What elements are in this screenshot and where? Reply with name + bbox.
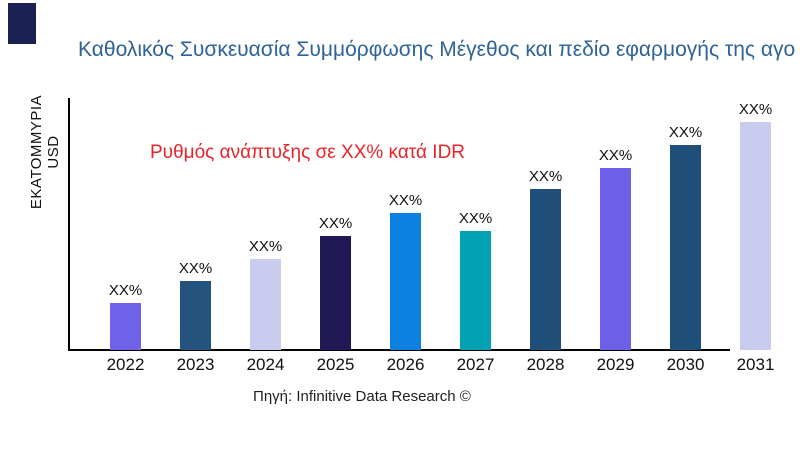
x-tick-label-2025: 2025 xyxy=(316,355,355,374)
bar-2031 xyxy=(740,122,771,350)
bar-2029 xyxy=(600,168,631,350)
bar-2022 xyxy=(110,303,141,350)
x-tick-label-2028: 2028 xyxy=(526,355,565,374)
bar-value-label-2029: XX% xyxy=(598,147,633,164)
x-tick-label-2026: 2026 xyxy=(386,355,425,374)
bar-2030 xyxy=(670,145,701,350)
bar-2028 xyxy=(530,189,561,350)
y-axis-line xyxy=(68,98,70,350)
chart-title: Καθολικός Συσκευασία Συμμόρφωσης Μέγεθος… xyxy=(78,38,796,61)
bar-value-label-2026: XX% xyxy=(388,192,423,209)
x-tick-label-2030: 2030 xyxy=(666,355,705,374)
bar-value-label-2028: XX% xyxy=(528,168,563,185)
bar-2024 xyxy=(250,259,281,350)
x-tick-label-2022: 2022 xyxy=(106,355,145,374)
bar-2027 xyxy=(460,231,491,350)
x-tick-label-2024: 2024 xyxy=(246,355,285,374)
source-text: Πηγή: Infinitive Data Research © xyxy=(253,388,471,405)
x-tick-label-2027: 2027 xyxy=(456,355,495,374)
bar-value-label-2030: XX% xyxy=(668,124,703,141)
bar-value-label-2025: XX% xyxy=(318,215,353,232)
brand-corner-block xyxy=(8,3,36,44)
bar-value-label-2023: XX% xyxy=(178,260,213,277)
bar-2025 xyxy=(320,236,351,350)
x-tick-label-2023: 2023 xyxy=(176,355,215,374)
growth-rate-annotation: Ρυθμός ανάπτυξης σε XX% κατά IDR xyxy=(150,142,466,163)
bar-value-label-2022: XX% xyxy=(108,282,143,299)
x-tick-label-2029: 2029 xyxy=(596,355,635,374)
bar-2026 xyxy=(390,213,421,350)
bar-2023 xyxy=(180,281,211,350)
bar-value-label-2027: XX% xyxy=(458,210,493,227)
x-axis-line xyxy=(68,349,730,351)
bar-value-label-2031: XX% xyxy=(738,101,773,118)
x-tick-label-2031: 2031 xyxy=(736,355,775,374)
bar-value-label-2024: XX% xyxy=(248,238,283,255)
